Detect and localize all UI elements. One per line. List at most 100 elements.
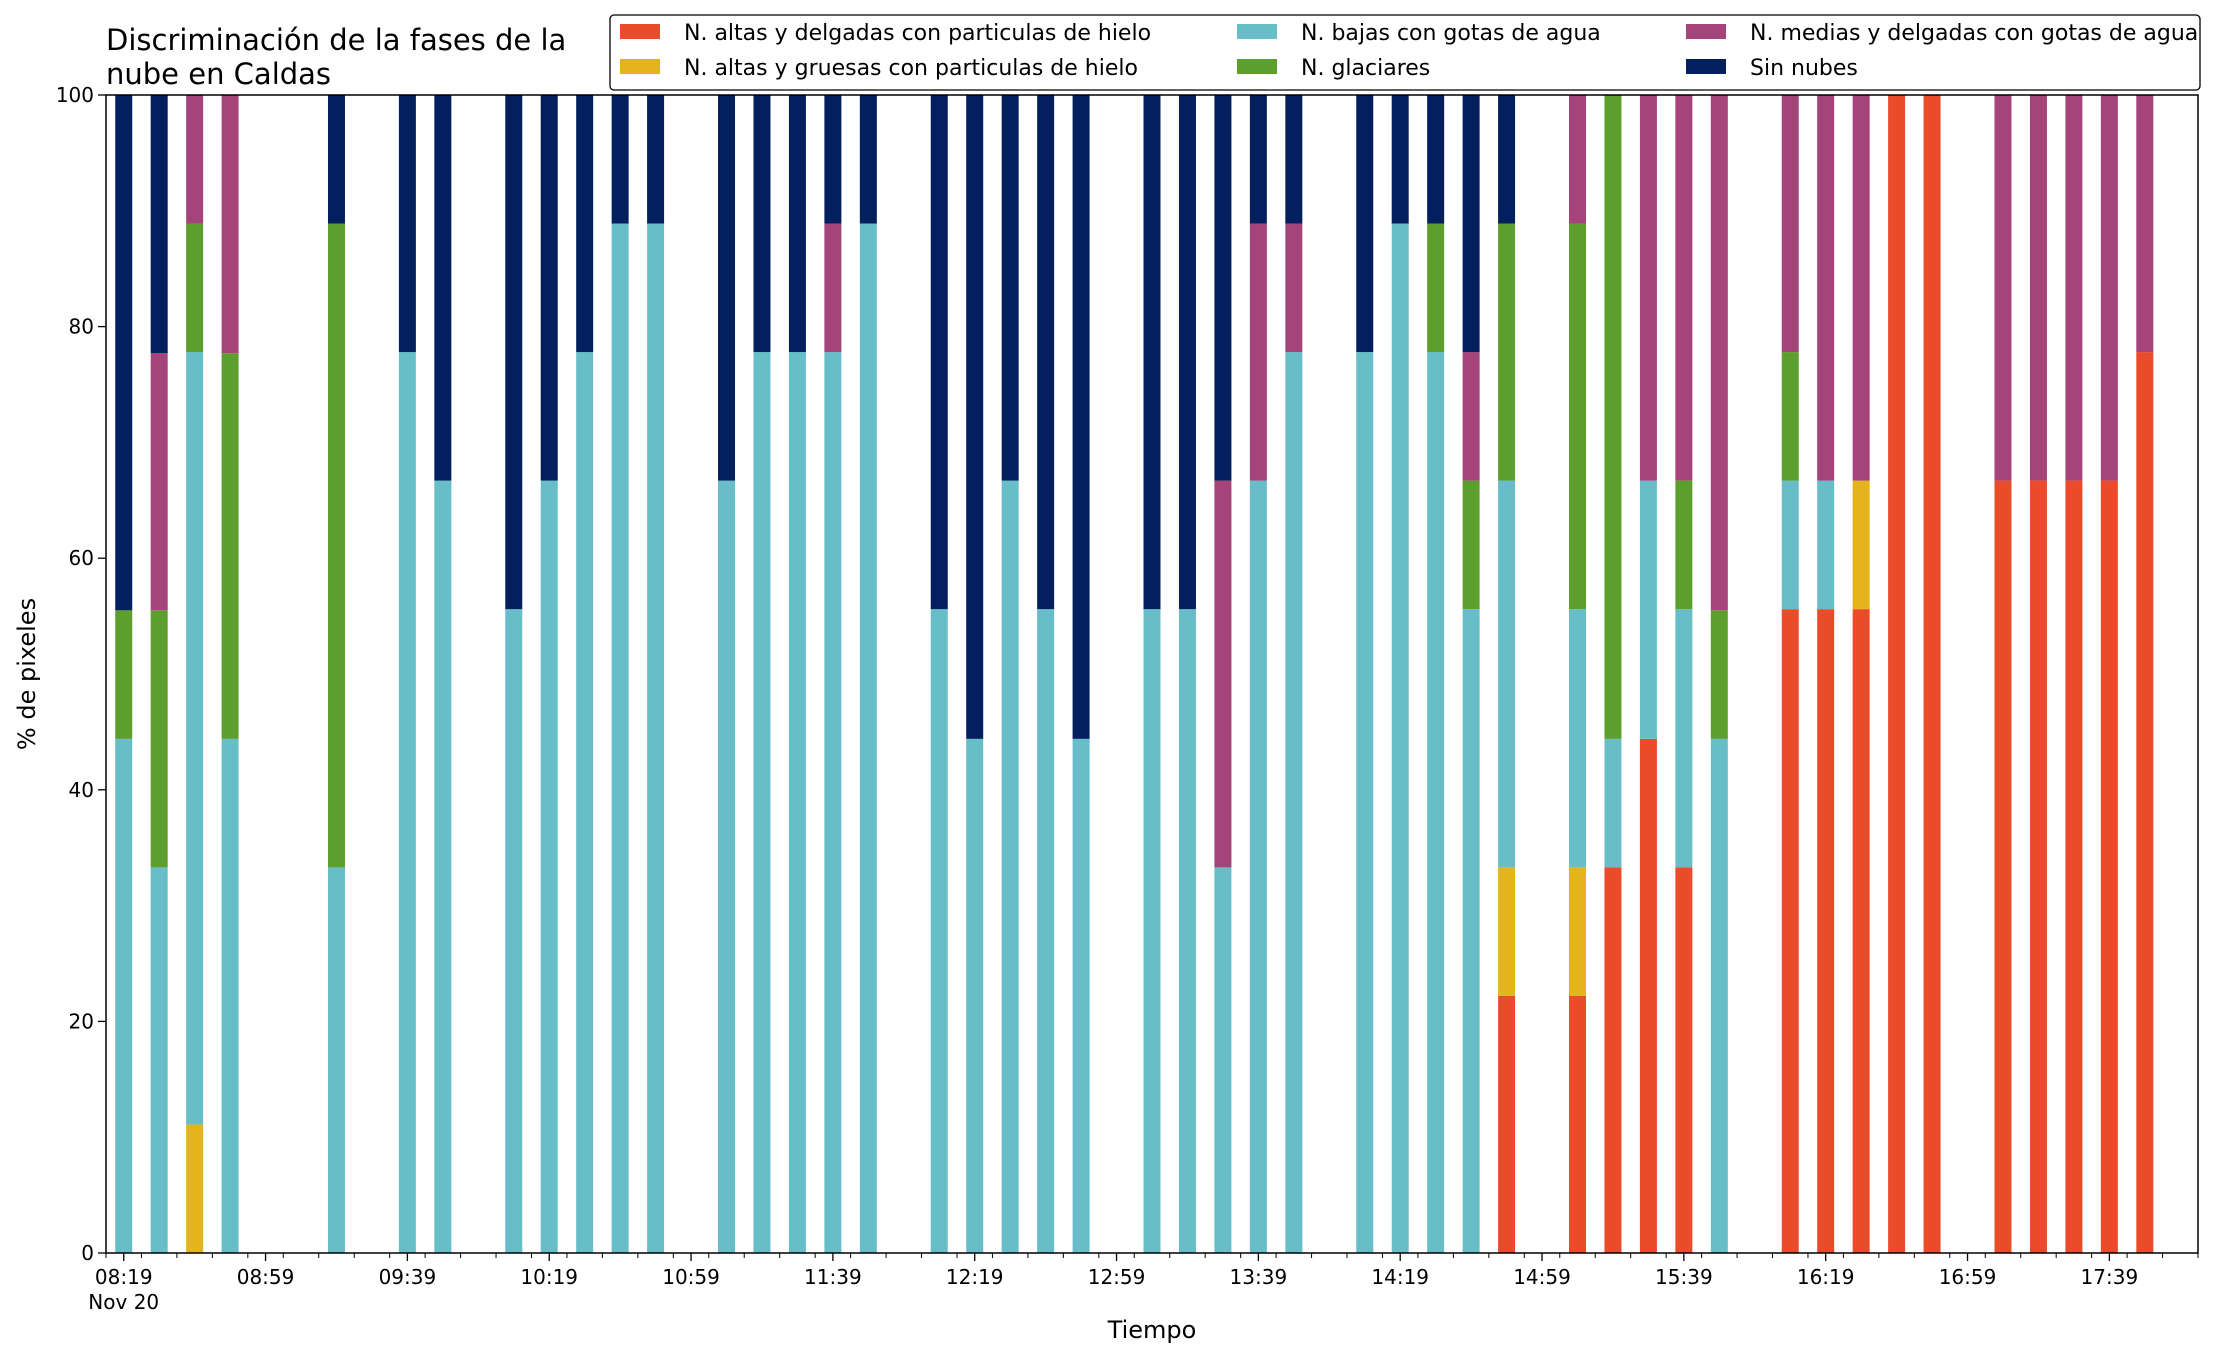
bar-segment-1419-s5 (1391, 95, 1409, 224)
y-tick-label-60: 60 (69, 546, 94, 570)
x-tick-label-1619: 16:19 (1797, 1265, 1855, 1289)
bar-segment-1049-s2 (647, 223, 665, 1253)
legend-swatch-5 (1686, 59, 1726, 74)
x-tick-label-1659: 16:59 (1939, 1265, 1997, 1289)
bar-segment-1409-s5 (1356, 95, 1374, 353)
bar-segment-1729-s0 (2065, 480, 2083, 1253)
bar-segment-1529-s2 (1639, 480, 1657, 739)
bar-segment-0839-s4 (186, 95, 204, 224)
bar-segment-0939-s5 (398, 95, 416, 353)
bar-segment-1349-s5 (1285, 95, 1303, 224)
bar-segment-1709-s0 (1994, 480, 2012, 1253)
bar-segment-1419-s2 (1391, 223, 1409, 1253)
bar-segment-1329-s5 (1214, 95, 1232, 481)
chart-title-line-1: Discriminación de la fases de la (106, 23, 566, 57)
bar-segment-1129-s5 (788, 95, 806, 353)
bar-segment-1129-s2 (788, 352, 806, 1254)
bar-segment-1409-s2 (1356, 352, 1374, 1254)
bar-segment-1349-s4 (1285, 223, 1303, 353)
bar-segment-1109-s5 (718, 95, 736, 481)
bar-segment-0829-s5 (150, 95, 168, 354)
bar-segment-1629-s0 (1852, 609, 1870, 1253)
legend-frame (609, 14, 2201, 91)
bar-segment-0949-s5 (434, 95, 452, 481)
bar-segment-1449-s3 (1498, 223, 1516, 481)
x-tick-label-1259: 12:59 (1088, 1265, 1146, 1289)
x-tick-label-1339: 13:39 (1230, 1265, 1288, 1289)
bar-segment-1019-s5 (540, 95, 558, 481)
bar-segment-1009-s5 (505, 95, 523, 610)
bar-segment-1039-s5 (611, 95, 629, 224)
bar-segment-1309-s2 (1143, 609, 1161, 1253)
x-axis-label: Tiempo (1107, 1316, 1197, 1344)
bar-segment-1229-s5 (1001, 95, 1019, 481)
bar-segment-1439-s5 (1462, 95, 1480, 353)
bar-segment-0949-s2 (434, 480, 452, 1253)
bar-segment-0829-s2 (150, 867, 168, 1253)
bar-segment-0919-s2 (327, 867, 345, 1253)
bar-segment-1509-s1 (1568, 867, 1586, 996)
bar-segment-1029-s5 (576, 95, 594, 353)
x-tick-label-1139: 11:39 (804, 1265, 862, 1289)
bar-segment-0819-s5 (115, 95, 133, 611)
bar-segment-1429-s5 (1427, 95, 1445, 224)
bar-segment-1509-s3 (1568, 223, 1586, 610)
bar-segment-1639-s0 (1888, 95, 1906, 1253)
bar-segment-1629-s4 (1852, 95, 1870, 481)
bar-segment-1609-s3 (1781, 352, 1799, 481)
y-axis-label: % de pixeles (13, 598, 41, 750)
bar-segment-1539-s2 (1675, 609, 1693, 868)
bar-segment-1139-s2 (824, 352, 842, 1254)
legend-label-1: N. altas y gruesas con particulas de hie… (684, 56, 1138, 81)
bar-segment-1539-s0 (1675, 867, 1693, 1253)
legend-swatch-1 (620, 59, 660, 74)
bar-segment-1439-s3 (1462, 480, 1480, 610)
y-tick-label-40: 40 (69, 778, 94, 802)
bar-segment-1619-s4 (1817, 95, 1835, 481)
x-tick-label-0859: 08:59 (237, 1265, 295, 1289)
legend-swatch-0 (620, 24, 660, 39)
bar-segment-1149-s2 (859, 223, 877, 1253)
bar-segment-1139-s4 (824, 223, 842, 353)
bar-segment-1439-s4 (1462, 352, 1480, 481)
bar-segment-1109-s2 (718, 480, 736, 1253)
legend-swatch-2 (1237, 24, 1277, 39)
legend-label-5: Sin nubes (1750, 56, 1858, 81)
y-tick-label-0: 0 (81, 1241, 94, 1265)
x-tick-label-0939: 09:39 (379, 1265, 437, 1289)
x-tick-label-1019: 10:19 (520, 1265, 578, 1289)
plot-frame (105, 94, 2199, 1254)
bar-segment-0849-s3 (221, 353, 239, 739)
bar-segment-1119-s5 (753, 95, 771, 353)
bar-segment-0819-s3 (115, 610, 133, 739)
bar-segment-1449-s5 (1498, 95, 1516, 224)
bar-segment-0829-s4 (150, 353, 168, 611)
bar-segment-1739-s4 (2100, 95, 2118, 481)
bar-segment-1339-s4 (1249, 223, 1267, 481)
bar-segment-1549-s4 (1710, 95, 1728, 611)
bar-segment-1619-s0 (1817, 609, 1835, 1253)
x-tick-label-0819: 08:19 (95, 1265, 153, 1289)
bar-segment-1529-s0 (1639, 738, 1657, 1253)
y-axis: 0 20 40 60 80 100 (56, 83, 106, 1265)
bar-segment-1749-s0 (2136, 352, 2154, 1254)
bar-segment-0919-s5 (327, 95, 345, 224)
bar-segment-1709-s4 (1994, 95, 2012, 481)
bar-segment-0839-s2 (186, 352, 204, 1125)
x-tick-label-1219: 12:19 (946, 1265, 1004, 1289)
bar-segment-1209-s5 (930, 95, 948, 610)
bar-segment-1519-s2 (1604, 738, 1622, 868)
x-tick-label-1419: 14:19 (1371, 1265, 1429, 1289)
legend-label-4: N. medias y delgadas con gotas de agua (1750, 21, 2198, 46)
bar-segment-1249-s2 (1072, 738, 1090, 1253)
bar-segment-1439-s2 (1462, 609, 1480, 1253)
bar-segment-1509-s4 (1568, 95, 1586, 224)
x-tick-label-1539: 15:39 (1655, 1265, 1713, 1289)
bar-segment-1609-s2 (1781, 480, 1799, 610)
bar-segment-1729-s4 (2065, 95, 2083, 481)
legend-swatch-4 (1686, 24, 1726, 39)
x-tick-label-1059: 10:59 (662, 1265, 720, 1289)
bar-segment-1329-s2 (1214, 867, 1232, 1253)
bar-segment-1119-s2 (753, 352, 771, 1254)
